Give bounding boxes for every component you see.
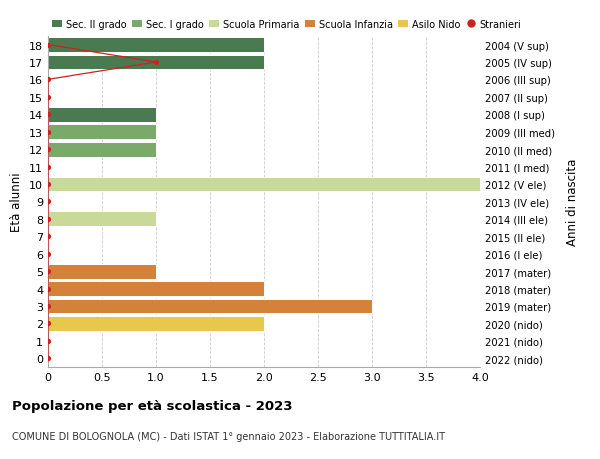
Bar bbox=[48, 264, 156, 279]
Text: Popolazione per età scolastica - 2023: Popolazione per età scolastica - 2023 bbox=[12, 399, 293, 412]
Bar bbox=[48, 281, 264, 297]
Y-axis label: Età alunni: Età alunni bbox=[10, 172, 23, 232]
Bar bbox=[48, 177, 480, 192]
Bar bbox=[48, 316, 264, 331]
Legend: Sec. II grado, Sec. I grado, Scuola Primaria, Scuola Infanzia, Asilo Nido, Stran: Sec. II grado, Sec. I grado, Scuola Prim… bbox=[48, 16, 526, 34]
Bar bbox=[48, 142, 156, 157]
Y-axis label: Anni di nascita: Anni di nascita bbox=[566, 158, 579, 246]
Bar bbox=[48, 107, 156, 123]
Bar bbox=[48, 56, 264, 70]
Bar bbox=[48, 38, 264, 53]
Bar bbox=[48, 299, 372, 313]
Bar bbox=[48, 125, 156, 140]
Text: COMUNE DI BOLOGNOLA (MC) - Dati ISTAT 1° gennaio 2023 - Elaborazione TUTTITALIA.: COMUNE DI BOLOGNOLA (MC) - Dati ISTAT 1°… bbox=[12, 431, 445, 442]
Bar bbox=[48, 212, 156, 227]
